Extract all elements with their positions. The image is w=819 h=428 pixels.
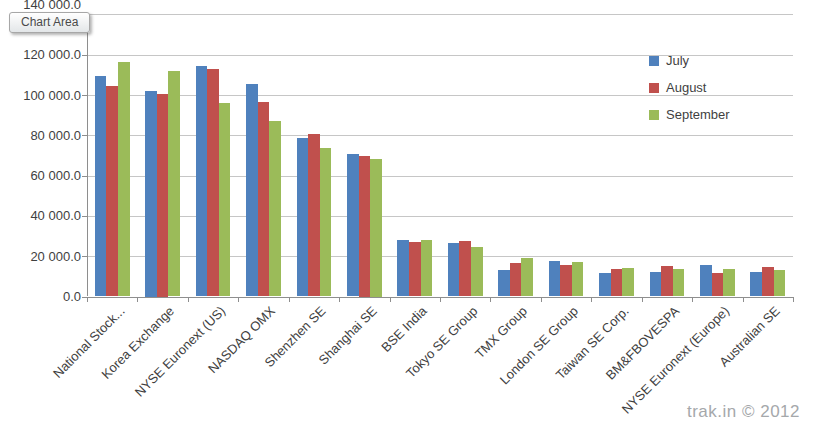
legend-label: July: [666, 53, 689, 68]
y-tick-label[interactable]: 20 000.0: [30, 249, 81, 264]
legend-item-august[interactable]: August: [649, 74, 730, 101]
chart-area-tooltip-label: Chart Area: [21, 15, 78, 29]
chart-area[interactable]: 0.0 20 000.0 40 000.0 60 000.0 80 000.0 100 0…: [0, 0, 819, 428]
legend-label: August: [666, 80, 706, 95]
y-tick-label[interactable]: 60 000.0: [30, 168, 81, 183]
watermark-text: trak.in © 2012: [687, 402, 800, 422]
legend-label: September: [666, 107, 730, 122]
x-category-label[interactable]: BSE India: [379, 304, 430, 355]
legend-swatch-august: [649, 83, 659, 93]
chart-legend[interactable]: July August September: [649, 47, 730, 128]
y-tick-label[interactable]: 140 000.0: [23, 0, 81, 12]
legend-swatch-july: [649, 56, 659, 66]
y-tick-label[interactable]: 80 000.0: [30, 128, 81, 143]
y-tick-label[interactable]: 100 000.0: [23, 88, 81, 103]
y-tick-label[interactable]: 0.0: [63, 289, 81, 304]
y-tick-label[interactable]: 40 000.0: [30, 208, 81, 223]
x-category-label[interactable]: NYSE Euronext (Europe): [620, 304, 733, 417]
x-category-label[interactable]: NYSE Euronext (US): [132, 304, 228, 400]
chart-area-tooltip: Chart Area: [9, 12, 90, 33]
y-tick-label[interactable]: 120 000.0: [23, 47, 81, 62]
legend-item-july[interactable]: July: [649, 47, 730, 74]
legend-swatch-september: [649, 110, 659, 120]
legend-item-september[interactable]: September: [649, 101, 730, 128]
